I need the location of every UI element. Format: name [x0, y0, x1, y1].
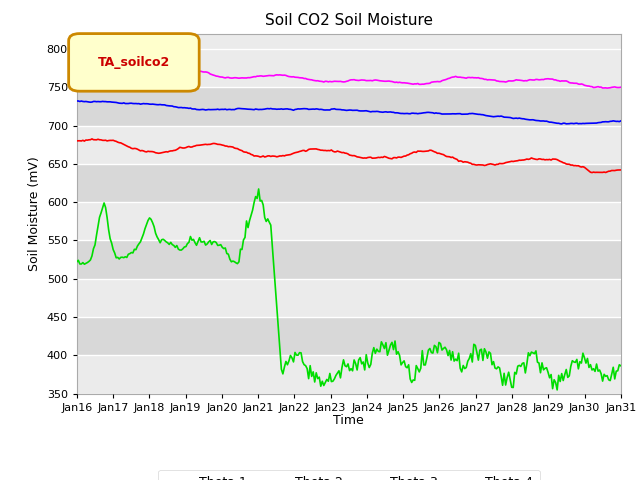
Bar — [77, 164, 621, 202]
Bar — [77, 49, 621, 87]
Bar — [77, 125, 621, 164]
Bar — [77, 317, 621, 355]
Bar — [77, 202, 621, 240]
Title: Soil CO2 Soil Moisture: Soil CO2 Soil Moisture — [265, 13, 433, 28]
Bar — [77, 240, 621, 279]
Bar — [77, 279, 621, 317]
Bar — [77, 87, 621, 125]
Legend: Theta 1, Theta 2, Theta 3, Theta 4: Theta 1, Theta 2, Theta 3, Theta 4 — [158, 470, 540, 480]
FancyBboxPatch shape — [68, 34, 199, 91]
X-axis label: Time: Time — [333, 414, 364, 427]
Text: TA_soilco2: TA_soilco2 — [98, 56, 170, 69]
Y-axis label: Soil Moisture (mV): Soil Moisture (mV) — [28, 156, 41, 271]
Bar — [77, 355, 621, 394]
